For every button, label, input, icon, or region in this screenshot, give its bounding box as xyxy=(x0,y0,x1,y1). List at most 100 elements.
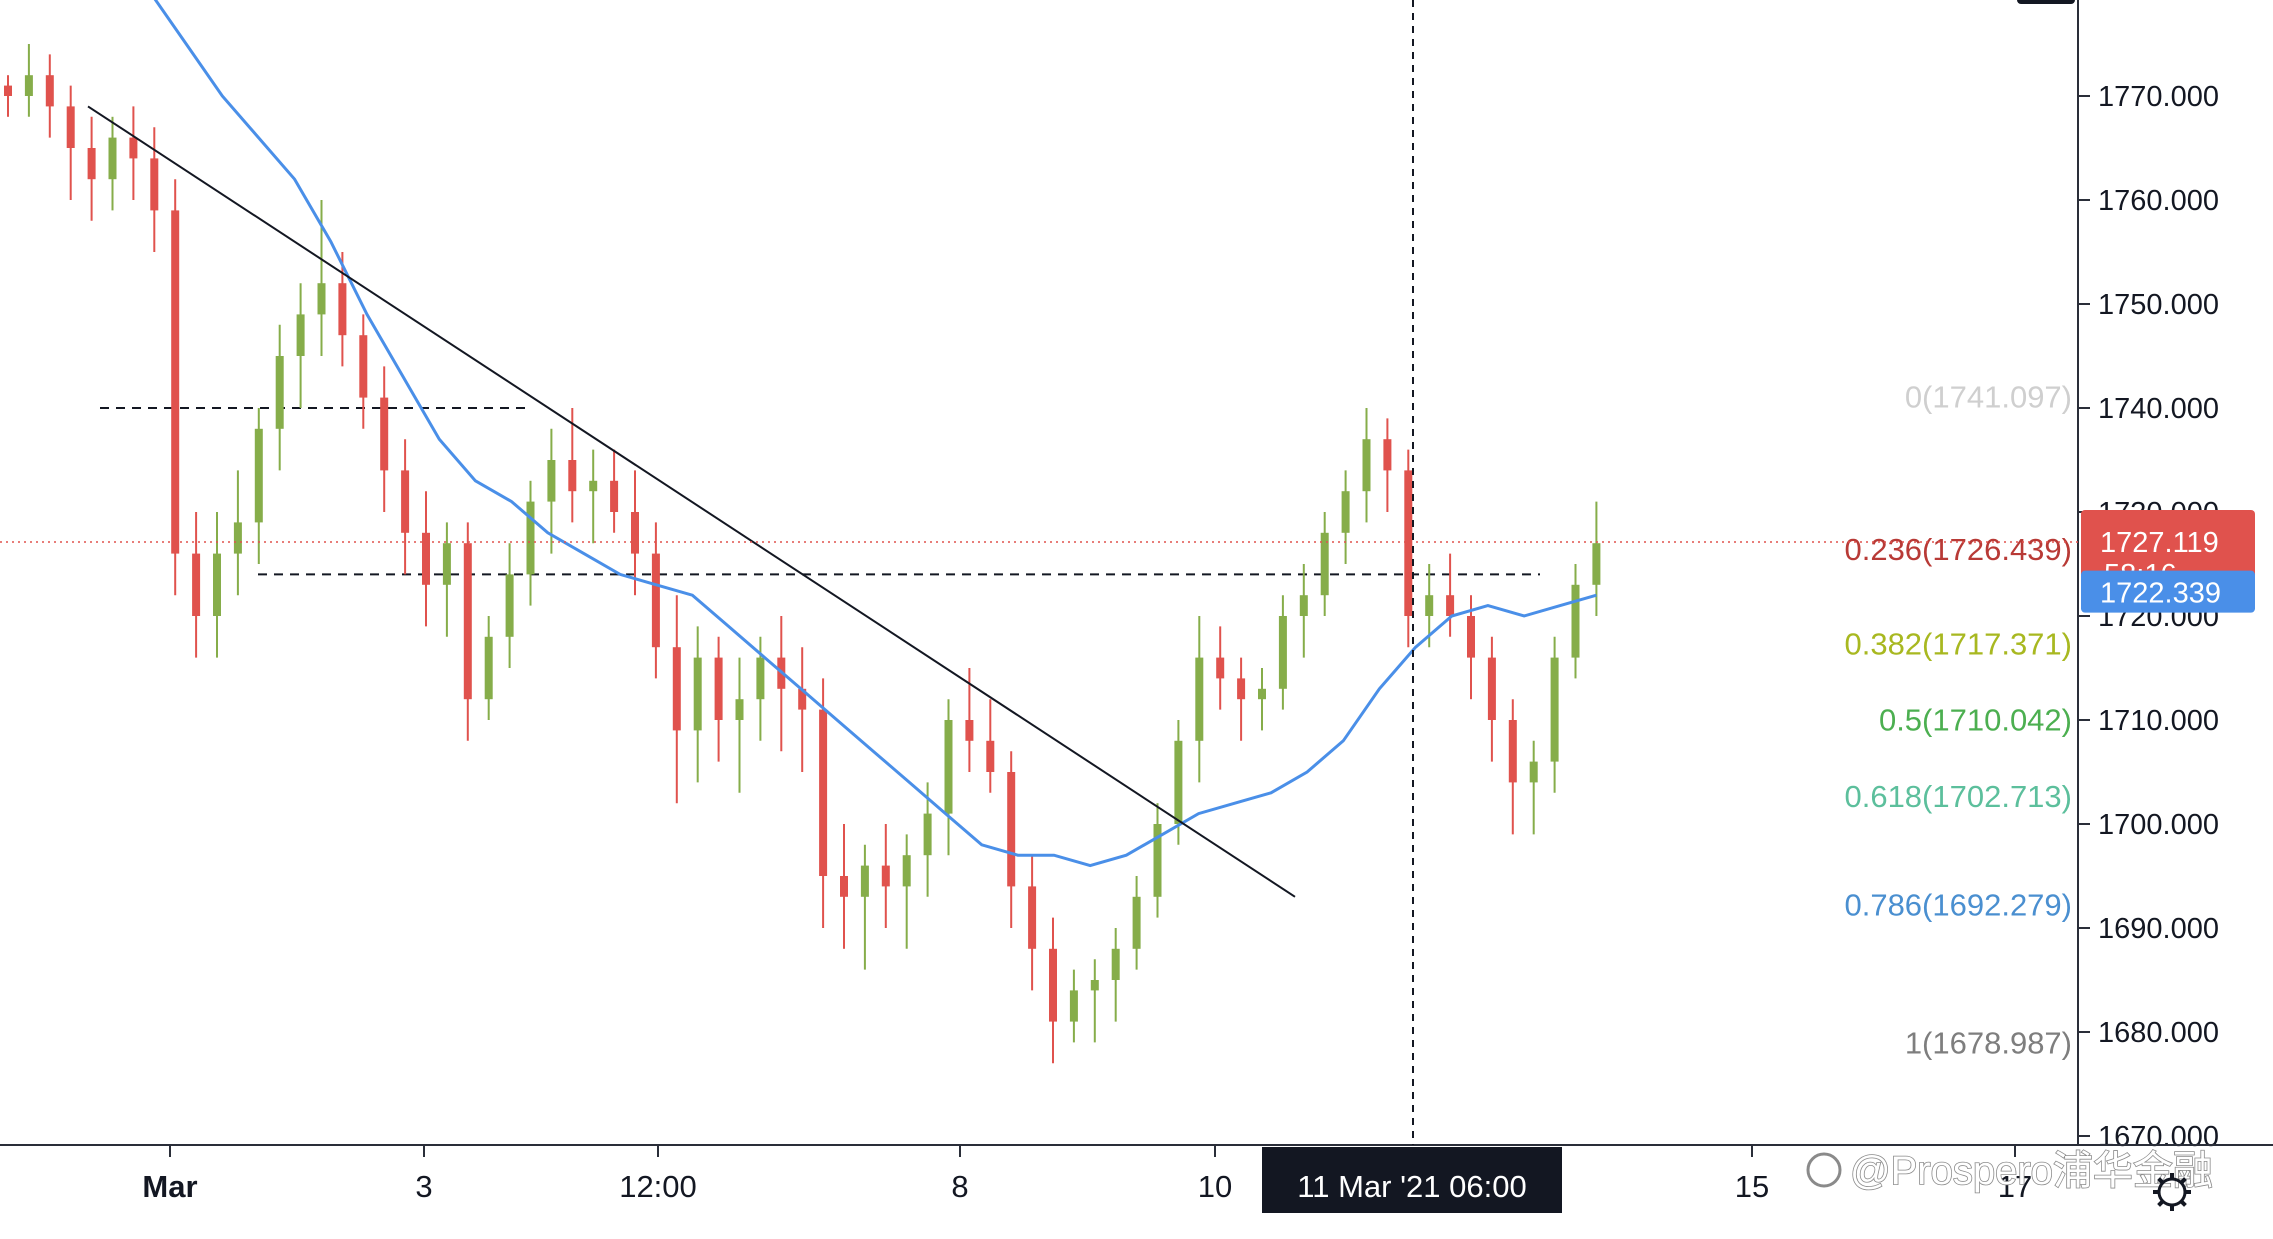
candle-body xyxy=(1216,657,1225,679)
fib-level-label[interactable]: 1(1678.987) xyxy=(1905,1026,2072,1061)
candle-body xyxy=(589,480,598,492)
y-tick-label: 1750.000 xyxy=(2098,289,2219,321)
fib-level-label[interactable]: 0.5(1710.042) xyxy=(1879,703,2072,738)
candle-body xyxy=(1153,824,1162,897)
price-tags: 1727.11958:161722.339 xyxy=(0,509,2255,613)
fib-level-label[interactable]: 0.382(1717.371) xyxy=(1844,626,2072,661)
candle-body xyxy=(714,657,723,720)
candle xyxy=(1237,657,1246,741)
candle-body xyxy=(505,574,514,637)
candle xyxy=(254,408,263,564)
candle xyxy=(1383,418,1392,512)
candle-body xyxy=(129,137,138,159)
candle xyxy=(610,449,619,533)
candle-body xyxy=(798,688,807,710)
candle-body xyxy=(547,460,556,502)
candle-body xyxy=(171,210,180,554)
x-tick-label: 3 xyxy=(415,1169,432,1204)
candle-body xyxy=(965,720,974,741)
candle-body xyxy=(1258,688,1266,700)
last-price-value: 1727.119 xyxy=(2100,527,2219,559)
candle xyxy=(359,314,368,429)
x-tick-label: 8 xyxy=(951,1169,968,1204)
candle xyxy=(1299,564,1308,658)
candle xyxy=(1069,969,1078,1043)
fib-level-label[interactable]: 0.618(1702.713) xyxy=(1844,779,2072,814)
candle xyxy=(693,626,702,783)
trendline-segment[interactable] xyxy=(87,105,1296,898)
gear-icon[interactable] xyxy=(2153,1173,2191,1211)
candle xyxy=(87,116,96,221)
candle xyxy=(442,522,451,637)
candle xyxy=(296,283,305,408)
candle xyxy=(1467,595,1475,700)
y-tick-label: 1760.000 xyxy=(2098,185,2219,217)
candle-body xyxy=(1195,657,1204,741)
candle xyxy=(651,522,660,679)
candle-body xyxy=(1278,616,1287,689)
candle xyxy=(171,179,180,596)
candle-body xyxy=(693,657,702,731)
fibonacci-retracement[interactable]: 0(1741.097) 0.236(1726.439) 0.382(1717.371… xyxy=(1844,380,2072,1061)
candle xyxy=(422,491,430,627)
candle-body xyxy=(422,532,430,585)
candle xyxy=(463,522,472,741)
candle-body xyxy=(881,865,890,887)
candle-body xyxy=(1508,720,1517,783)
candle-body xyxy=(735,699,744,720)
candle-body xyxy=(1446,595,1455,616)
candle-body xyxy=(87,148,96,180)
candle-body xyxy=(1299,595,1308,616)
candle xyxy=(150,127,159,252)
candle-body xyxy=(1320,532,1329,596)
candle-body xyxy=(380,397,389,471)
candle xyxy=(1550,636,1559,793)
candle-body xyxy=(150,158,159,211)
candle xyxy=(108,116,117,211)
time-scale[interactable]: Mar 3 12:00 8 10 15 17 xyxy=(0,1144,2273,1204)
candle xyxy=(631,470,639,596)
candle-body xyxy=(610,480,619,512)
candle-body xyxy=(275,356,284,429)
candle xyxy=(902,834,911,949)
fib-level-label[interactable]: 0.236(1726.439) xyxy=(1844,532,2072,567)
y-tick-label: 1700.000 xyxy=(2098,809,2219,841)
candle-body xyxy=(1341,491,1350,533)
candle-body xyxy=(923,813,932,856)
candle-body xyxy=(1425,595,1434,616)
candle-body xyxy=(1529,761,1538,783)
price-scale[interactable]: 1670.000 1680.000 1690.000 1700.000 1710.000… xyxy=(2077,0,2219,1153)
watermark: @Prospero浦华金融 xyxy=(1806,1148,2214,1194)
candle xyxy=(1571,564,1580,679)
candle-body xyxy=(108,137,117,180)
trendline[interactable] xyxy=(87,105,1296,898)
candle xyxy=(965,668,974,772)
ma-price-value: 1722.339 xyxy=(2100,578,2221,610)
moving-average-line xyxy=(153,0,1597,868)
candle xyxy=(1487,636,1496,762)
gear-icon-tooth xyxy=(2157,1177,2165,1185)
fib-level-label[interactable]: 0(1741.097) xyxy=(1905,380,2072,415)
watermark-text: @Prospero浦华金融 xyxy=(1850,1149,2213,1193)
candle-body xyxy=(338,283,347,336)
candle xyxy=(66,85,75,200)
candle-body xyxy=(463,543,472,700)
toolbar-stub xyxy=(2017,0,2075,4)
candle-body xyxy=(1174,740,1183,824)
candle xyxy=(798,647,807,772)
crosshair: 11 Mar '21 06:00 xyxy=(1262,0,1562,1213)
candle xyxy=(1508,699,1517,835)
candle xyxy=(547,428,556,554)
ma-price-tag xyxy=(2081,570,2255,613)
candle xyxy=(129,106,138,200)
candle-body xyxy=(568,460,577,492)
y-tick-label: 1680.000 xyxy=(2098,1017,2219,1049)
candle xyxy=(380,366,389,512)
candle-body xyxy=(986,740,995,772)
y-tick-label: 1710.000 xyxy=(2098,705,2219,737)
candle-body xyxy=(944,720,953,814)
fib-level-label[interactable]: 0.786(1692.279) xyxy=(1844,887,2072,922)
candle xyxy=(1049,917,1057,1064)
gear-icon-tooth xyxy=(2157,1199,2165,1207)
